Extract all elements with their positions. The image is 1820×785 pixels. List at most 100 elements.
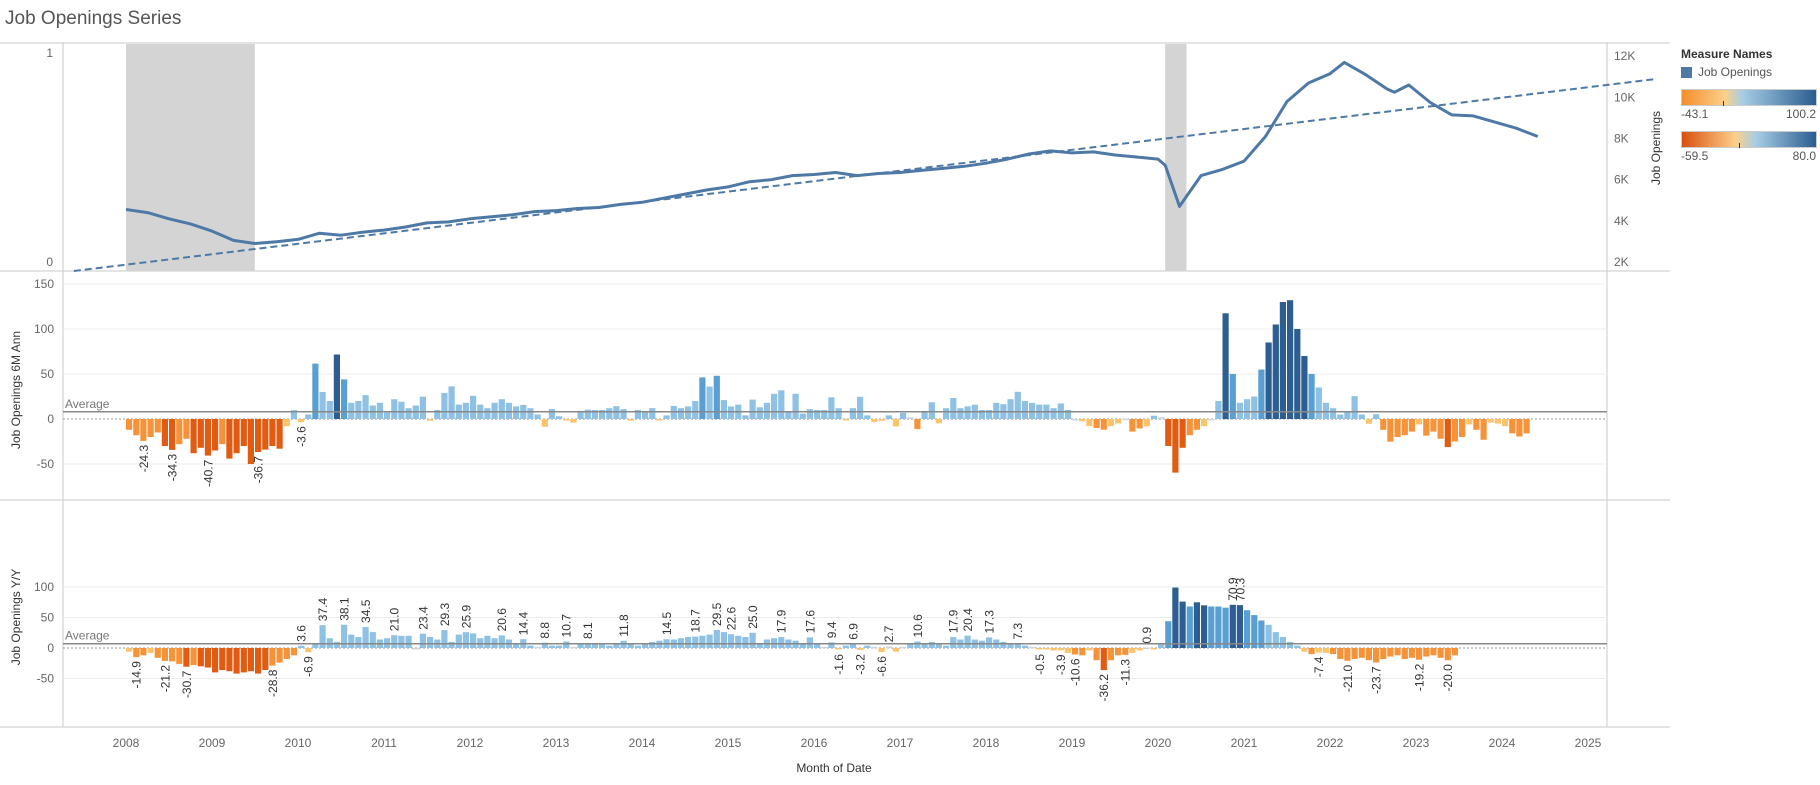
bar — [1029, 402, 1036, 419]
bar — [706, 386, 713, 419]
bar — [720, 632, 727, 648]
bar — [534, 646, 541, 649]
data-label: 8.1 — [581, 622, 595, 639]
bar — [1322, 648, 1329, 653]
data-label: -19.2 — [1413, 663, 1427, 691]
bar — [1387, 648, 1394, 657]
right-axis-tick-label: 2K — [1614, 255, 1629, 269]
bar — [1100, 648, 1107, 671]
bar — [1072, 419, 1079, 421]
bar — [1107, 419, 1114, 427]
data-label: 17.3 — [983, 610, 997, 634]
bar — [1064, 410, 1071, 419]
bar — [1043, 648, 1050, 650]
data-label: 25.0 — [746, 605, 760, 629]
bar — [1301, 648, 1308, 652]
bar — [255, 648, 262, 674]
legend-item-job-openings[interactable]: Job Openings — [1681, 65, 1816, 79]
data-label: 8.8 — [538, 622, 552, 639]
bar — [842, 645, 849, 648]
bar — [312, 363, 319, 419]
bar — [864, 415, 871, 419]
bar — [1308, 374, 1315, 419]
bar — [1287, 641, 1294, 648]
data-label: 14.5 — [660, 611, 674, 635]
bar — [448, 641, 455, 648]
bar — [140, 648, 147, 656]
right-axis-tick-label: 10K — [1614, 90, 1635, 104]
bar — [720, 400, 727, 419]
bar — [556, 416, 563, 419]
bar — [799, 413, 806, 419]
bar — [749, 399, 756, 419]
bar — [1416, 648, 1423, 660]
bar — [548, 409, 555, 419]
bar — [470, 633, 477, 648]
bar — [1315, 648, 1322, 653]
bar — [505, 402, 512, 419]
bar — [584, 643, 591, 648]
bar — [1337, 414, 1344, 419]
bar — [1265, 342, 1272, 419]
bar — [1021, 401, 1028, 419]
bar — [821, 646, 828, 649]
data-label: -36.2 — [1097, 674, 1111, 702]
bar — [419, 396, 426, 419]
data-label: -7.4 — [1312, 656, 1326, 677]
bar — [642, 643, 649, 648]
bar — [169, 648, 176, 662]
data-label: -0.5 — [1033, 654, 1047, 675]
bar — [957, 408, 964, 419]
bar — [269, 648, 276, 666]
bar — [312, 643, 319, 648]
bar — [1344, 411, 1351, 419]
bar — [792, 393, 799, 419]
bar — [613, 643, 620, 648]
bar — [1451, 419, 1458, 442]
bar — [928, 402, 935, 419]
bar — [914, 641, 921, 648]
y-axis-tick-label: 50 — [41, 611, 55, 625]
bar — [620, 409, 627, 419]
bar — [1308, 648, 1315, 655]
bar — [161, 648, 168, 661]
data-label: 29.3 — [438, 602, 452, 626]
bar — [1165, 419, 1172, 446]
bar — [1186, 606, 1193, 648]
x-axis-tick-label: 2019 — [1059, 736, 1086, 750]
bar — [262, 419, 269, 450]
data-label: -6.9 — [302, 656, 316, 677]
bar — [133, 419, 140, 436]
bar — [190, 648, 197, 666]
bar — [1057, 648, 1064, 651]
job-openings-dashboard: 2K 4K 6K 8K 10K 12K Job Openings 1 0 -50 0 50 100 150… — [0, 42, 1670, 775]
data-label: 70.3 — [1233, 577, 1247, 601]
bar — [333, 641, 340, 648]
bar — [914, 419, 921, 430]
bar — [713, 375, 720, 419]
bar — [147, 648, 154, 653]
bar — [455, 634, 462, 648]
bar — [857, 396, 864, 419]
bar — [1416, 419, 1423, 425]
bar — [1158, 417, 1165, 419]
ramp-yy-min: -59.5 — [1681, 149, 1709, 163]
data-label: -21.2 — [158, 665, 172, 693]
bar — [1050, 408, 1057, 419]
bar — [298, 419, 305, 423]
x-axis-title: Month of Date — [796, 761, 872, 775]
bar — [1179, 419, 1186, 448]
x-axis-tick-label: 2021 — [1231, 736, 1258, 750]
bar — [1480, 419, 1487, 440]
bar — [233, 419, 240, 454]
bar — [355, 401, 362, 419]
x-axis-tick-label: 2017 — [887, 736, 914, 750]
bar — [498, 635, 505, 648]
bar — [993, 402, 1000, 419]
data-label: -28.8 — [266, 669, 280, 697]
bar — [1258, 620, 1265, 648]
bar — [935, 419, 942, 424]
bar — [1251, 615, 1258, 648]
bar — [871, 419, 878, 423]
bar — [233, 648, 240, 674]
